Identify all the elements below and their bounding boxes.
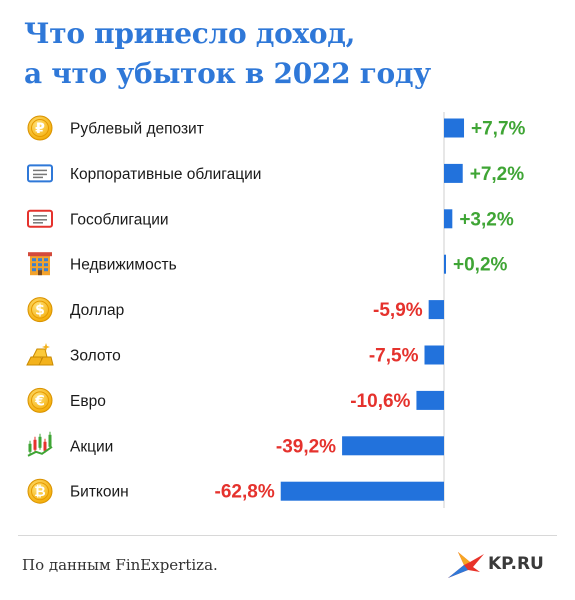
dollar-coin-icon: $ <box>27 297 53 323</box>
svg-text:₿: ₿ <box>34 484 45 500</box>
bar <box>444 254 446 274</box>
chart-title: Что принесло доход, а что убыток в 2022 … <box>24 14 431 94</box>
category-label: Гособлигации <box>70 211 169 228</box>
value-label: -7,5% <box>369 346 419 367</box>
source-note: По данным FinExpertiza. <box>22 556 218 574</box>
chart-title-line-1: Что принесло доход, <box>24 17 356 50</box>
kp-logo: KP.RU <box>446 548 558 584</box>
category-label: Евро <box>70 393 106 410</box>
bar <box>424 345 444 365</box>
euro-coin-icon: € <box>27 387 53 413</box>
bitcoin-coin-icon: ₿ <box>27 478 53 504</box>
ruble-coin-icon: ₽ <box>27 115 53 141</box>
logo-text: KP.RU <box>488 554 544 574</box>
bar <box>416 390 444 410</box>
bar <box>280 481 444 501</box>
value-label: -10,6% <box>350 391 410 412</box>
category-label: Корпоративные облигации <box>70 166 261 183</box>
chart-title-line-2: а что убыток в 2022 году <box>24 57 431 90</box>
svg-text:₽: ₽ <box>35 121 45 137</box>
value-label: +3,2% <box>459 209 514 230</box>
value-label: -5,9% <box>373 300 423 321</box>
value-label: -62,8% <box>215 482 275 503</box>
swallow-bird-icon <box>448 552 484 578</box>
bar <box>444 118 465 138</box>
value-label: -39,2% <box>276 436 336 457</box>
category-label: Недвижимость <box>70 257 177 274</box>
gold-bars-icon <box>26 343 54 366</box>
bar <box>428 300 444 320</box>
category-label: Акции <box>70 438 113 455</box>
category-label: Биткоин <box>70 484 129 501</box>
bar-chart: Рублевый депозит Корпоративные облигации Г… <box>26 112 526 508</box>
footer-divider <box>18 535 557 536</box>
corporate-bond-icon <box>27 164 53 183</box>
stock-candles-icon <box>27 431 53 457</box>
svg-text:$: $ <box>35 303 45 319</box>
gov-bond-icon <box>27 209 53 228</box>
bar <box>342 436 444 456</box>
category-label: Доллар <box>70 302 124 319</box>
bar <box>444 209 453 229</box>
value-label: +7,7% <box>471 119 526 140</box>
bar <box>444 163 463 183</box>
category-label: Золото <box>70 348 121 365</box>
svg-text:€: € <box>34 393 45 409</box>
category-label: Рублевый депозит <box>70 121 204 138</box>
value-label: +0,2% <box>453 255 508 276</box>
building-icon <box>28 252 52 276</box>
value-label: +7,2% <box>470 164 525 185</box>
